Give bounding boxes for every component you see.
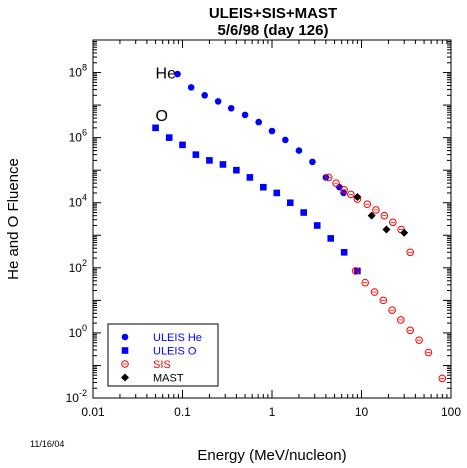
y-tick-label: 106 [69,128,87,145]
legend-marker-sis [121,360,129,368]
sis-point [363,200,372,209]
sis-point [388,306,396,314]
legend-marker-uleis-o [121,347,129,354]
uleis-o-point [286,199,294,207]
mast-point [353,192,362,201]
x-tick-label: 0.1 [174,405,191,419]
x-tick-label: 0.01 [81,405,105,419]
y-tick-label: 108 [69,63,87,80]
legend-label-sis: SIS [153,359,171,371]
sis-point [372,206,380,214]
uleis-he-point [174,70,181,78]
mast-point [382,225,391,234]
uleis-o-point [300,209,307,216]
x-axis-label: Energy (MeV/nucleon) [197,447,346,464]
uleis-o-point [165,134,173,141]
uleis-o-point [260,183,267,191]
uleis-he-point [255,118,262,126]
chart-subtitle: 5/6/98 (day 126) [218,22,329,39]
uleis-he-point [187,84,195,91]
x-tick-label: 10 [355,405,369,419]
uleis-o-point [206,157,213,164]
legend-marker-uleis-he [121,333,129,341]
element-label: He [156,66,177,83]
sis-point [389,218,397,227]
mast-point [367,211,376,220]
y-tick-label: 100 [69,323,87,340]
sis-point [406,326,414,335]
sis-point [424,348,433,357]
legend-label-mast: MAST [153,373,184,385]
uleis-he-point [309,158,316,166]
sis-point [370,288,379,296]
x-tick-label: 100 [441,405,461,419]
uleis-o-point [313,222,321,229]
uleis-o-point [179,141,186,149]
uleis-he-point [227,104,235,112]
uleis-he-point [295,147,303,154]
legend-marker-mast [121,373,129,382]
sis-point [406,248,414,257]
sis-point [347,190,355,199]
uleis-he-point [214,98,222,105]
uleis-he-point [201,91,208,99]
footer-date: 11/16/04 [30,439,64,449]
uleis-o-point [192,151,200,158]
sis-point [324,173,333,182]
sis-point [380,211,389,220]
sis-point [340,185,348,194]
uleis-o-point [327,235,335,242]
uleis-o-point [273,189,281,197]
uleis-o-point [233,166,240,174]
y-tick-label: 102 [69,258,87,275]
uleis-o-point [152,124,159,132]
chart-title: ULEIS+SIS+MAST [209,5,337,22]
sis-point [351,267,360,275]
y-tick-label: 104 [69,193,87,210]
sis-point [332,179,340,187]
annotations: He O [156,66,177,125]
uleis-he-point [268,127,276,135]
sis-point [438,374,447,383]
uleis-he-point [241,111,249,119]
y-tick-label: 10-2 [66,388,87,405]
uleis-o-point [340,248,348,256]
sis-point [397,316,405,324]
sis-point [379,296,388,305]
uleis-he-point [282,136,289,144]
data-points [152,70,447,383]
x-tick-label: 1 [269,405,276,419]
sis-point [361,278,370,287]
y-axis: 10-2 100 102 104 106 108 [66,39,451,405]
mast-point [400,228,409,237]
legend-label-uleis-o: ULEIS O [153,346,197,358]
legend-label-uleis-he: ULEIS He [153,332,202,344]
element-label: O [156,108,168,125]
y-axis-label: He and O Fluence [5,158,22,280]
uleis-o-point [246,174,254,181]
uleis-o-point [219,161,227,168]
sis-point [415,336,423,344]
